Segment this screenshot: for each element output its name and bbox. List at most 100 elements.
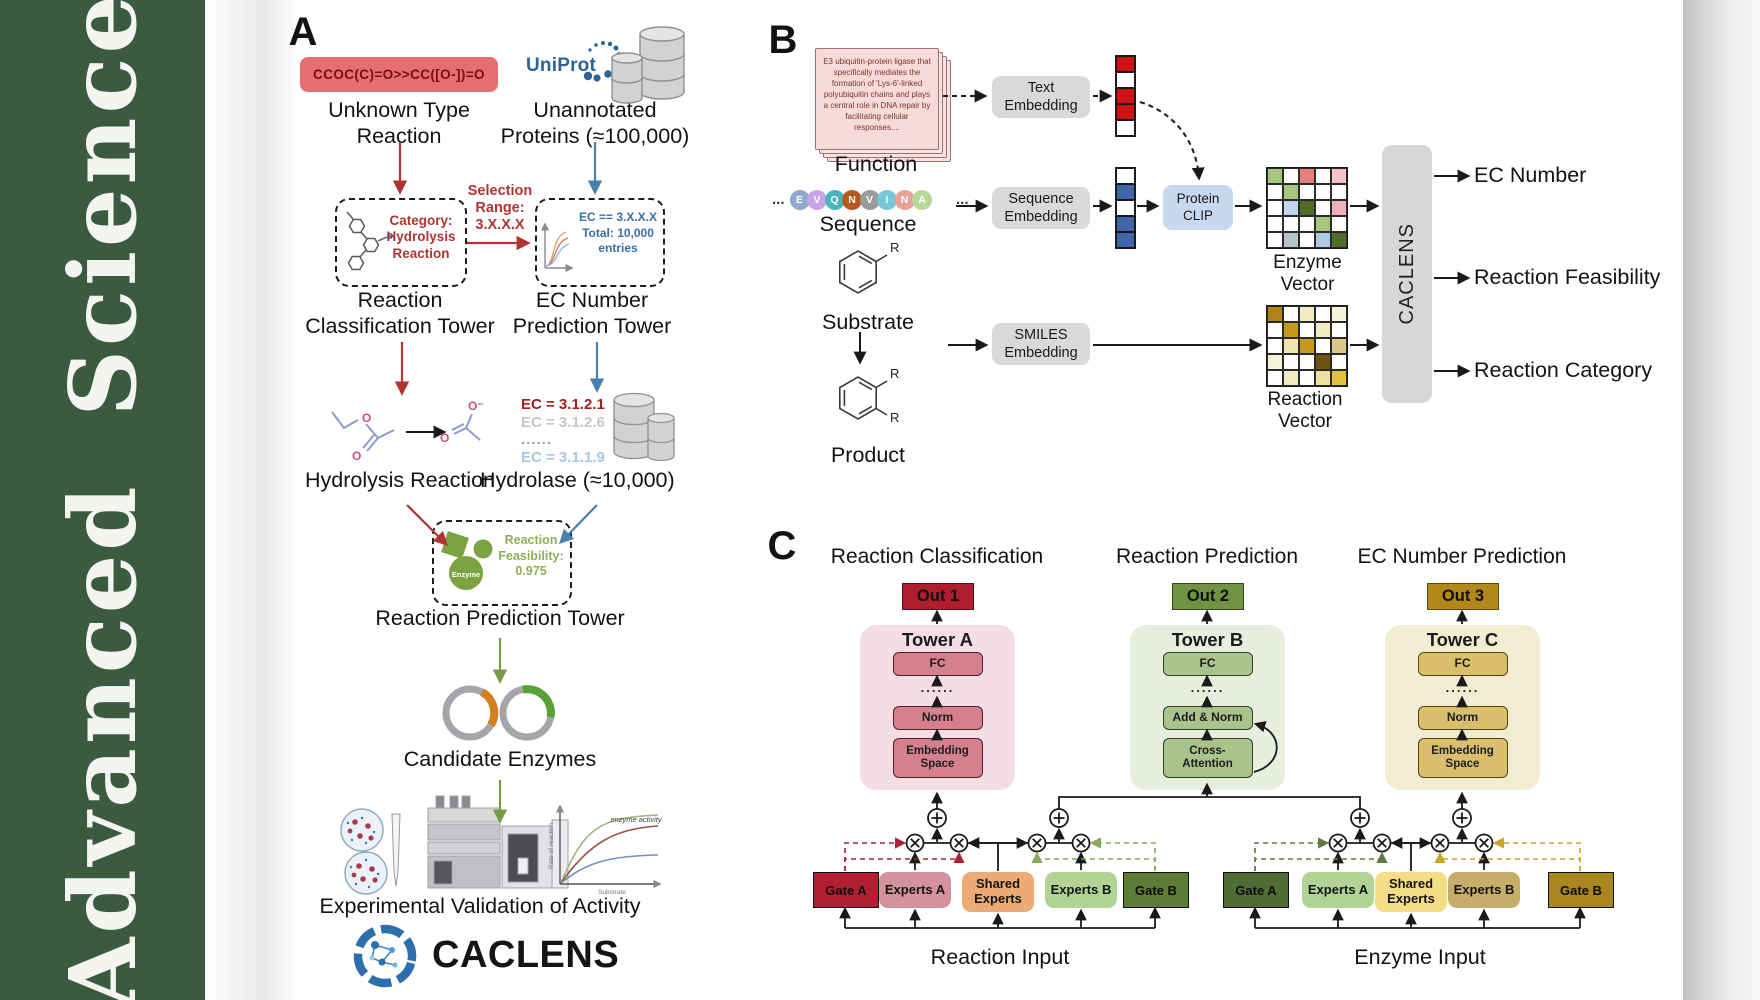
hplc-instrument-icon (427, 795, 569, 889)
pipette-icon (391, 813, 401, 887)
validation-label: Experimental Validation of Activity (319, 894, 641, 918)
reaction-vector-grid (1266, 305, 1348, 387)
vector-cell (1116, 120, 1135, 136)
vector-cell (1331, 322, 1347, 338)
tower-c: Tower C FC ...... Norm Embedding Space (1385, 625, 1540, 790)
vector-cell (1299, 354, 1315, 370)
output-ec-number: EC Number (1474, 163, 1587, 187)
vector-cell (1315, 184, 1331, 200)
vector-cell (1267, 216, 1283, 232)
hydrolysis-reaction-structure: O O O⁻ O (331, 399, 484, 463)
enzyme-gate-b: Gate B (1548, 872, 1614, 908)
plus-node-icon (1350, 808, 1370, 828)
classification-tower-label: Reaction Classification Tower (305, 288, 495, 339)
enzyme-gate-a: Gate A (1223, 872, 1289, 908)
vector-cell (1267, 200, 1283, 216)
vector-cell (1116, 216, 1135, 232)
vector-cell (1283, 322, 1299, 338)
ec-candidate-list: EC = 3.1.2.1 EC = 3.1.2.6 ...... EC = 3.… (521, 396, 613, 466)
sample-plate-icon (340, 808, 401, 895)
ec-filter-text: EC == 3.X.X.X Total: 10,000 entries (578, 210, 658, 256)
reaction-gate-a: Gate A (813, 872, 879, 908)
vector-cell (1267, 322, 1283, 338)
multiply-node-icon (1071, 833, 1091, 853)
enzyme-shared-experts: Shared Experts (1375, 872, 1447, 912)
residue-badge: N (894, 190, 915, 210)
sequence-embedding-vector (1115, 167, 1136, 249)
smiles-reaction-box: CCOC(C)=O>>CC([O-])=O (300, 57, 498, 92)
vector-cell (1267, 306, 1283, 322)
prediction-tower-label: Reaction Prediction Tower (375, 606, 625, 630)
panel-b-label: B (768, 18, 798, 62)
database-icon-small (613, 392, 675, 462)
output-reaction-category: Reaction Category (1474, 358, 1653, 382)
feasibility-box (432, 520, 572, 606)
multiply-node-icon (1372, 833, 1392, 853)
vector-cell (1331, 232, 1347, 248)
residue-badge: V (807, 190, 827, 210)
tower-b-cross-attention: Cross- Attention (1162, 738, 1253, 778)
vector-cell (1283, 216, 1299, 232)
multiply-node-icon (1474, 833, 1494, 853)
vector-cell (1299, 200, 1315, 216)
reaction-input-label: Reaction Input (930, 945, 1070, 969)
vector-cell (1267, 184, 1283, 200)
vector-cell (1331, 200, 1347, 216)
product-r1-label: R (890, 366, 899, 381)
text-embedding-box: Text Embedding (992, 76, 1090, 118)
panel-a-label: A (288, 10, 318, 54)
plus-node-icon (927, 808, 947, 828)
tower-b-fc: FC (1162, 652, 1253, 676)
vector-cell (1299, 232, 1315, 248)
page-right-shadow (1683, 0, 1760, 1000)
plasmid-icons (442, 685, 555, 741)
ec-item: ...... (521, 431, 553, 448)
sum-nodes (905, 808, 1494, 853)
smiles-embedding-box: SMILES Embedding (992, 323, 1090, 365)
vector-cell (1267, 168, 1283, 184)
journal-title: Advanced Science (48, 0, 157, 1000)
svg-text:O: O (362, 411, 371, 425)
output-reaction-feasibility: Reaction Feasibility (1474, 265, 1661, 289)
page-left-shadow (205, 0, 315, 1000)
gate-feedback-paths (844, 837, 1581, 871)
vector-cell (1116, 88, 1135, 104)
vector-cell (1315, 354, 1331, 370)
out1-box: Out 1 (902, 583, 974, 610)
sequence-embedding-box: Sequence Embedding (992, 187, 1090, 229)
plot-annotation: enzyme activity (610, 815, 663, 824)
vector-cell (1283, 306, 1299, 322)
residue-badge: V (859, 190, 880, 210)
product-structure: R R (838, 366, 899, 425)
unannotated-proteins-label: Unannotated Proteins (≈100,000) (500, 98, 690, 149)
vector-cell (1331, 216, 1347, 232)
panel-b-arrows (853, 89, 1471, 378)
vector-cell (1315, 168, 1331, 184)
vector-cell (1116, 168, 1135, 184)
svg-text:O: O (440, 431, 449, 445)
feasibility-text: Reaction Feasibility: 0.975 (498, 533, 564, 579)
tower-b: Tower B FC ...... Add & Norm Cross- Atte… (1130, 625, 1285, 790)
vector-cell (1315, 338, 1331, 354)
caclens-logo-globe (353, 924, 417, 988)
column-header-reaction-prediction: Reaction Prediction (1115, 545, 1299, 568)
function-label: Function (834, 152, 918, 176)
protein-clip-box: Protein CLIP (1163, 185, 1233, 230)
residue-badge: A (912, 190, 932, 210)
reaction-vector-label: Reaction Vector (1267, 389, 1343, 432)
vector-cell (1315, 306, 1331, 322)
vector-cell (1315, 232, 1331, 248)
vector-cell (1116, 72, 1135, 88)
vector-cell (1267, 354, 1283, 370)
substrate-r-label: R (890, 240, 899, 255)
residue-badge: I (877, 190, 897, 210)
vector-cell (1331, 354, 1347, 370)
text-embedding-vector (1115, 55, 1136, 137)
reaction-category-box (335, 198, 467, 287)
vector-cell (1283, 370, 1299, 386)
enzyme-input-label: Enzyme Input (1354, 945, 1486, 969)
panel-c-label: C (767, 524, 797, 568)
substrate-structure: R (838, 240, 899, 294)
category-text: Category: Hydrolysis Reaction (386, 213, 456, 261)
